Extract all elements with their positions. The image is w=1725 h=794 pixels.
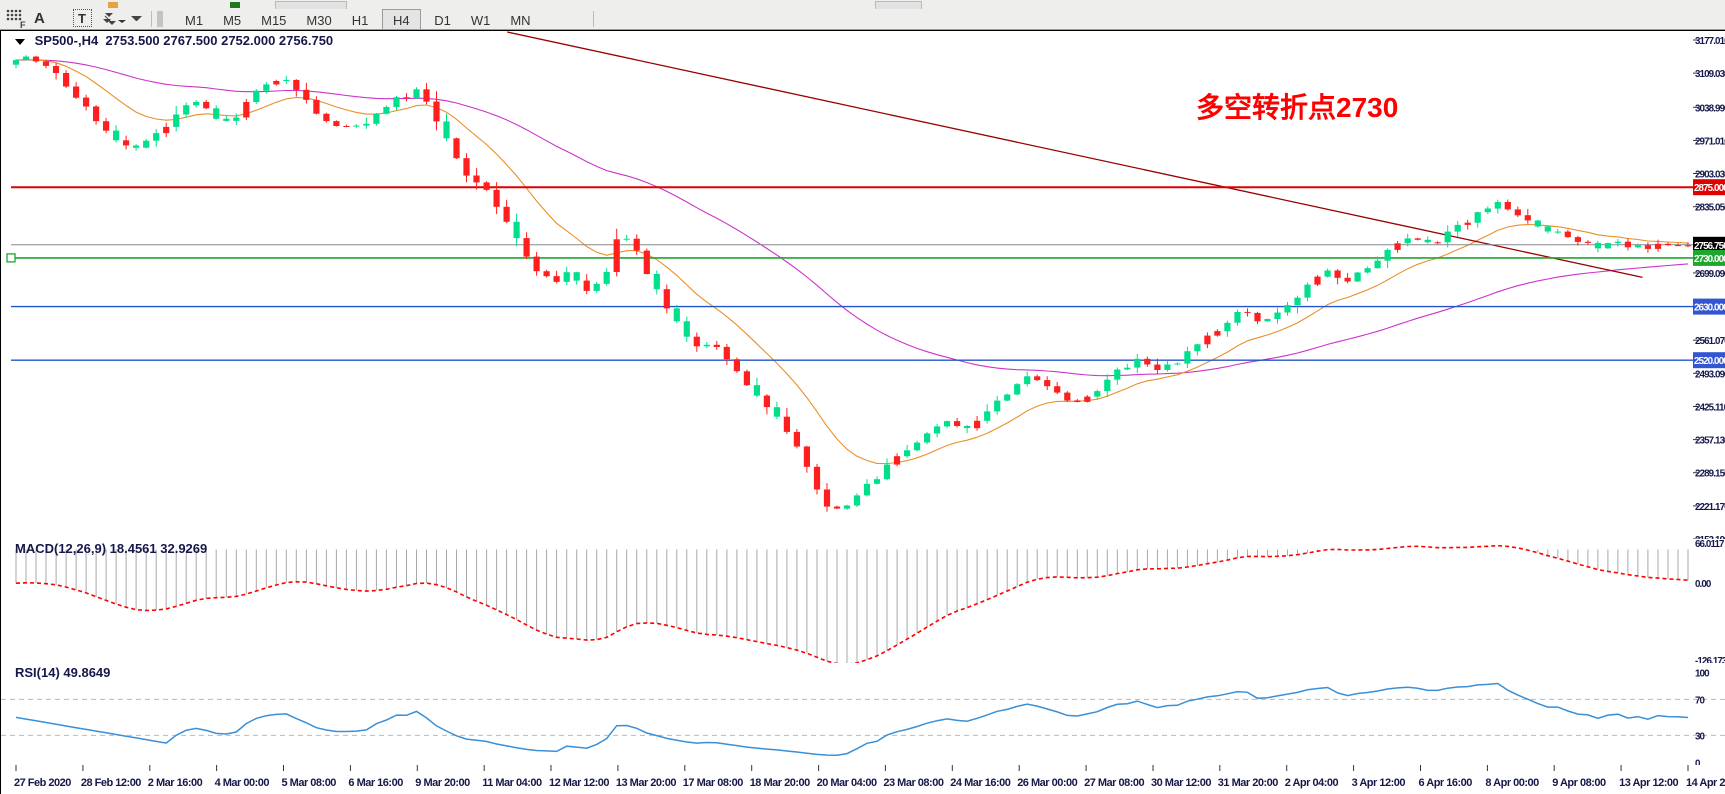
svg-text:2493.090: 2493.090 <box>1695 369 1725 380</box>
svg-text:23 Mar 08:00: 23 Mar 08:00 <box>883 777 943 789</box>
svg-text:2730.000: 2730.000 <box>1694 254 1725 265</box>
svg-text:27 Mar 08:00: 27 Mar 08:00 <box>1084 777 1144 789</box>
svg-text:100: 100 <box>1695 669 1710 680</box>
svg-text:11 Mar 04:00: 11 Mar 04:00 <box>482 777 542 789</box>
svg-text:3 Apr 12:00: 3 Apr 12:00 <box>1352 777 1406 789</box>
svg-text:2835.050: 2835.050 <box>1695 203 1725 214</box>
svg-text:30 Mar 12:00: 30 Mar 12:00 <box>1151 777 1211 789</box>
svg-text:70: 70 <box>1695 695 1706 706</box>
svg-text:24 Mar 16:00: 24 Mar 16:00 <box>950 777 1010 789</box>
svg-text:2699.090: 2699.090 <box>1695 269 1725 280</box>
svg-text:2289.150: 2289.150 <box>1695 469 1725 480</box>
svg-text:2903.030: 2903.030 <box>1695 170 1725 181</box>
svg-text:14 Apr 20:00: 14 Apr 20:00 <box>1686 777 1725 789</box>
svg-text:4 Mar 00:00: 4 Mar 00:00 <box>215 777 270 789</box>
svg-text:31 Mar 20:00: 31 Mar 20:00 <box>1218 777 1278 789</box>
svg-text:3177.010: 3177.010 <box>1695 36 1725 47</box>
svg-text:30: 30 <box>1695 731 1706 742</box>
svg-text:2971.010: 2971.010 <box>1695 136 1725 147</box>
svg-text:5 Mar 08:00: 5 Mar 08:00 <box>282 777 337 789</box>
svg-text:2520.000: 2520.000 <box>1694 356 1725 367</box>
svg-text:13 Apr 12:00: 13 Apr 12:00 <box>1619 777 1678 789</box>
svg-text:2875.000: 2875.000 <box>1694 183 1725 194</box>
svg-text:9 Mar 20:00: 9 Mar 20:00 <box>415 777 470 789</box>
svg-text:0.00: 0.00 <box>1695 579 1712 590</box>
svg-text:6 Mar 16:00: 6 Mar 16:00 <box>348 777 403 789</box>
svg-text:66.0117: 66.0117 <box>1695 539 1725 550</box>
svg-text:3109.030: 3109.030 <box>1695 69 1725 80</box>
svg-text:28 Feb 12:00: 28 Feb 12:00 <box>81 777 141 789</box>
svg-text:2561.070: 2561.070 <box>1695 336 1725 347</box>
svg-text:12 Mar 12:00: 12 Mar 12:00 <box>549 777 609 789</box>
svg-text:13 Mar 20:00: 13 Mar 20:00 <box>616 777 676 789</box>
svg-text:27 Feb 2020: 27 Feb 2020 <box>14 777 71 789</box>
svg-text:8 Apr 00:00: 8 Apr 00:00 <box>1485 777 1539 789</box>
svg-text:2630.000: 2630.000 <box>1694 303 1725 314</box>
svg-text:26 Mar 00:00: 26 Mar 00:00 <box>1017 777 1077 789</box>
svg-text:3038.990: 3038.990 <box>1695 103 1725 114</box>
svg-text:6 Apr 16:00: 6 Apr 16:00 <box>1419 777 1473 789</box>
svg-text:18 Mar 20:00: 18 Mar 20:00 <box>750 777 810 789</box>
svg-text:F: F <box>20 20 26 29</box>
svg-text:2 Mar 16:00: 2 Mar 16:00 <box>148 777 203 789</box>
svg-text:2 Apr 04:00: 2 Apr 04:00 <box>1285 777 1339 789</box>
svg-text:9 Apr 08:00: 9 Apr 08:00 <box>1552 777 1606 789</box>
svg-text:20 Mar 04:00: 20 Mar 04:00 <box>817 777 877 789</box>
svg-text:2425.110: 2425.110 <box>1695 403 1725 414</box>
svg-text:2221.170: 2221.170 <box>1695 502 1725 513</box>
svg-text:2357.130: 2357.130 <box>1695 436 1725 447</box>
svg-text:17 Mar 08:00: 17 Mar 08:00 <box>683 777 743 789</box>
